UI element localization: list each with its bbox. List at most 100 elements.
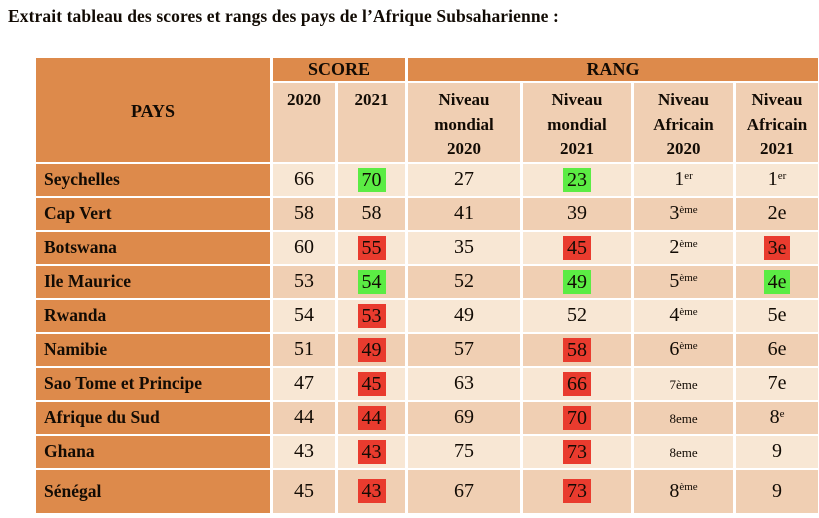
column-header-niveau-mondial-2021: Niveau mondial 2021	[520, 81, 635, 164]
highlighted-value: 70	[357, 167, 386, 192]
value: 9	[772, 479, 783, 502]
column-group-score: SCORE	[269, 56, 409, 83]
value-cell: 45	[334, 365, 409, 402]
value: 8eme	[669, 411, 698, 427]
value-cell: 66	[270, 161, 338, 198]
value-cell: 58	[520, 331, 635, 368]
country-name-cell: Namibie	[33, 331, 273, 368]
value-cell: 4e	[733, 263, 819, 300]
ordinal-suffix: ème	[679, 271, 698, 284]
value-cell: 27	[405, 161, 524, 198]
table-row: Seychelles 66 70 27 23 1er 1er	[33, 161, 819, 198]
table-row: Sénégal 45 43 67 73 8ème 9	[33, 467, 819, 515]
country-name-cell: Botswana	[33, 229, 273, 266]
highlighted-value: 3e	[763, 235, 791, 260]
value-cell: 35	[405, 229, 524, 266]
column-header-pays: PAYS	[33, 56, 273, 164]
column-header-niveau-africain-2020: Niveau Africain 2020	[631, 81, 737, 164]
table-row: Afrique du Sud 44 44 69 70 8eme 8e	[33, 399, 819, 436]
value: 44	[294, 406, 314, 429]
value-cell: 8eme	[631, 399, 737, 436]
highlighted-value: 43	[357, 479, 386, 504]
value-cell: 43	[334, 467, 409, 515]
table-body: Seychelles 66 70 27 23 1er 1er Cap Vert 58 58 41 39…	[33, 161, 819, 515]
table-row: Ghana 43 43 75 73 8eme 9	[33, 433, 819, 470]
country-name-cell: Ghana	[33, 433, 273, 470]
table-row: Namibie 51 49 57 58 6ème 6e	[33, 331, 819, 368]
country-name-cell: Afrique du Sud	[33, 399, 273, 436]
value-cell: 1er	[733, 161, 819, 198]
value-cell: 39	[520, 195, 635, 232]
country-name-cell: Sao Tome et Principe	[33, 365, 273, 402]
value-cell: 44	[270, 399, 338, 436]
value-cell: 52	[405, 263, 524, 300]
value-cell: 8ème	[631, 467, 737, 515]
value-cell: 23	[520, 161, 635, 198]
value-cell: 49	[405, 297, 524, 334]
ordinal-suffix: ème	[679, 203, 698, 216]
value: 1er	[674, 168, 693, 191]
value-cell: 55	[334, 229, 409, 266]
value: 41	[454, 202, 475, 225]
ordinal-suffix: e	[779, 407, 785, 420]
value: 8ème	[669, 479, 698, 502]
value: 45	[294, 479, 314, 502]
country-name-cell: Rwanda	[33, 297, 273, 334]
highlighted-value: 43	[357, 439, 386, 464]
value-cell: 58	[334, 195, 409, 232]
value-cell: 53	[270, 263, 338, 300]
value-cell: 52	[520, 297, 635, 334]
value: 52	[454, 270, 475, 293]
value: 66	[294, 168, 314, 191]
table-row: Botswana 60 55 35 45 2ème 3e	[33, 229, 819, 266]
highlighted-value: 55	[357, 235, 386, 260]
value-cell: 3e	[733, 229, 819, 266]
value-cell: 44	[334, 399, 409, 436]
highlighted-value: 44	[357, 405, 386, 430]
value-cell: 57	[405, 331, 524, 368]
highlighted-value: 4e	[763, 269, 791, 294]
value-cell: 7ème	[631, 365, 737, 402]
value-cell: 43	[334, 433, 409, 470]
value-cell: 67	[405, 467, 524, 515]
value: 8eme	[669, 445, 698, 461]
value-cell: 60	[270, 229, 338, 266]
value: 7e	[767, 372, 787, 395]
value: 9	[772, 440, 783, 463]
header-row-sub: 2020 2021 Niveau mondial 2020 Niveau mon…	[35, 81, 819, 164]
value: 8e	[769, 406, 785, 429]
value-cell: 53	[334, 297, 409, 334]
value: 63	[454, 372, 475, 395]
value: 7ème	[669, 377, 698, 393]
value-cell: 66	[520, 365, 635, 402]
value-cell: 75	[405, 433, 524, 470]
value-cell: 2e	[733, 195, 819, 232]
ordinal-suffix: ème	[679, 339, 698, 352]
value-cell: 8e	[733, 399, 819, 436]
value: 54	[294, 304, 314, 327]
value-cell: 9	[733, 467, 819, 515]
column-header-niveau-africain-2021: Niveau Africain 2021	[733, 81, 819, 164]
value-cell: 7e	[733, 365, 819, 402]
value: 2e	[767, 202, 787, 225]
column-header-score-2021: 2021	[334, 81, 409, 164]
header-row-groups: PAYS SCORE RANG	[33, 56, 819, 164]
value: 43	[294, 440, 314, 463]
value: 53	[294, 270, 314, 293]
value-cell: 1er	[631, 161, 737, 198]
value-cell: 41	[405, 195, 524, 232]
country-name-cell: Ile Maurice	[33, 263, 273, 300]
value: 2ème	[669, 236, 698, 259]
value-cell: 73	[520, 433, 635, 470]
value: 3ème	[669, 202, 698, 225]
value-cell: 58	[270, 195, 338, 232]
highlighted-value: 58	[563, 337, 592, 362]
column-group-rang: RANG	[405, 56, 819, 83]
table-row: Sao Tome et Principe 47 45 63 66 7ème 7e	[33, 365, 819, 402]
value-cell: 6ème	[631, 331, 737, 368]
highlighted-value: 66	[563, 371, 592, 396]
value: 60	[294, 236, 314, 259]
value: 49	[454, 304, 475, 327]
value-cell: 6e	[733, 331, 819, 368]
